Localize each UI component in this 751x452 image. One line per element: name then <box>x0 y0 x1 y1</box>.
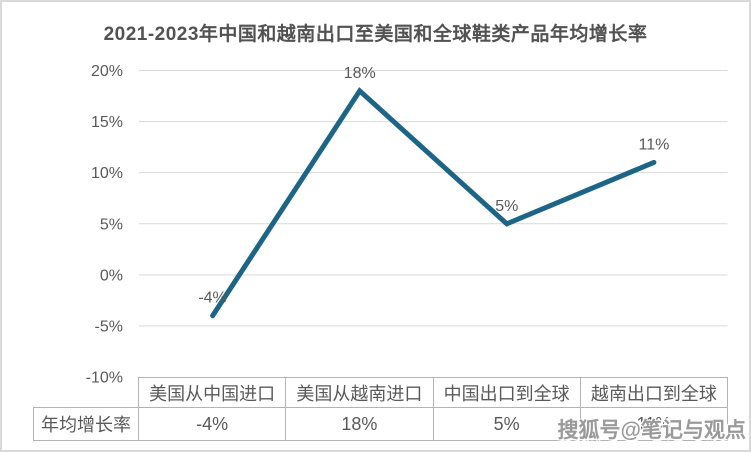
table-header-cell: 越南出口到全球 <box>579 377 729 408</box>
chart-title: 2021-2023年中国和越南出口至美国和全球鞋类产品年均增长率 <box>103 24 648 45</box>
watermark: 搜狐号@笔记与观点 <box>557 419 746 442</box>
data-point-label: 11% <box>639 136 670 153</box>
table-value-cell: 11% <box>579 407 729 441</box>
table-blank-cell <box>34 378 139 408</box>
y-axis-tick-label: 15% <box>91 114 123 131</box>
data-point-label: -4% <box>198 290 226 307</box>
table-header-cell: 美国从越南进口 <box>285 377 434 408</box>
y-axis-tick-label: 0% <box>100 267 123 284</box>
y-axis-tick-label: 10% <box>91 165 123 182</box>
table-value-row: 年均增长率 -4% 18% 5% 11% <box>33 407 729 441</box>
data-table: 美国从中国进口 美国从越南进口 中国出口到全球 越南出口到全球 年均增长率 -4% 18… <box>33 377 729 441</box>
table-header-cell: 美国从中国进口 <box>137 377 287 408</box>
table-value-cell: -4% <box>137 407 287 441</box>
y-axis-tick-label: 5% <box>100 216 123 233</box>
y-axis-tick-label: -10% <box>86 370 123 387</box>
data-point-label: 18% <box>344 65 376 82</box>
y-axis-tick-label: 20% <box>91 63 123 80</box>
table-value-cell: 18% <box>285 407 434 441</box>
data-series-line <box>210 87 657 319</box>
y-axis-tick-label: -5% <box>95 318 123 335</box>
table-row-label: 年均增长率 <box>33 407 139 441</box>
table-value-cell: 5% <box>432 407 581 441</box>
table-header-cell: 中国出口到全球 <box>432 377 581 408</box>
table-header-row: 美国从中国进口 美国从越南进口 中国出口到全球 越南出口到全球 <box>34 377 729 408</box>
data-point-label: 5% <box>495 198 518 215</box>
